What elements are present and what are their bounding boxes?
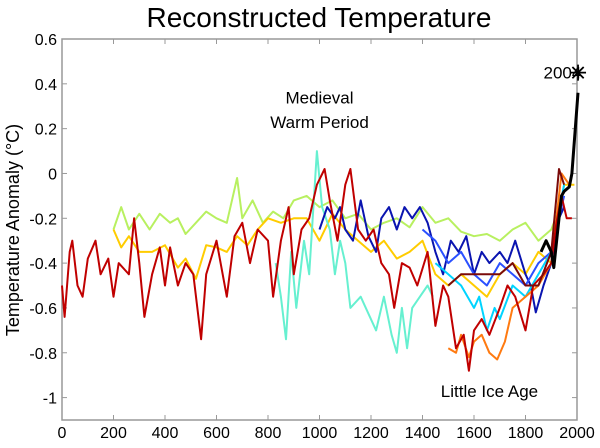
annotation: Little Ice Age — [441, 382, 538, 401]
y-tick-label: 0.4 — [35, 77, 57, 94]
x-tick-label: 2000 — [559, 425, 595, 442]
series-line-2 — [112, 183, 575, 298]
x-tick-label: 400 — [152, 425, 179, 442]
x-tick-label: 1800 — [508, 425, 544, 442]
x-tick-label: 600 — [203, 425, 230, 442]
annotation: Medieval — [285, 88, 353, 107]
y-tick-label: 0 — [48, 166, 57, 183]
annotation: 2004 — [544, 64, 582, 83]
asterisk-marker — [571, 66, 585, 79]
x-tick-label: 1400 — [405, 425, 441, 442]
y-tick-label: 0.6 — [35, 32, 57, 49]
y-tick-label: -0.2 — [29, 211, 57, 228]
y-tick-label: -1 — [43, 391, 57, 408]
x-tick-label: 1000 — [302, 425, 338, 442]
series-line-6 — [434, 184, 566, 332]
series-line-8 — [61, 168, 572, 372]
y-tick-label: -0.6 — [29, 301, 57, 318]
series-line-9 — [447, 168, 566, 287]
chart-title: Reconstructed Temperature — [147, 2, 492, 33]
series-line-1 — [112, 177, 566, 242]
series-line-10 — [539, 92, 580, 270]
series-line-3 — [274, 150, 434, 354]
x-tick-label: 1600 — [456, 425, 492, 442]
y-tick-label: 0.2 — [35, 122, 57, 139]
x-tick-label: 0 — [58, 425, 67, 442]
x-tick-label: 200 — [100, 425, 127, 442]
plot-area: 0 200 400 600 800 1000 1200 1400 1600 1800 2000 0.6… — [29, 32, 594, 442]
y-tick-label: -0.8 — [29, 346, 57, 363]
x-tick-label: 1200 — [353, 425, 389, 442]
y-tick-label: -0.4 — [29, 256, 57, 273]
y-axis-label: Temperature Anomaly (°C) — [3, 124, 23, 336]
annotation: Warm Period — [270, 113, 369, 132]
x-tick-label: 800 — [255, 425, 282, 442]
